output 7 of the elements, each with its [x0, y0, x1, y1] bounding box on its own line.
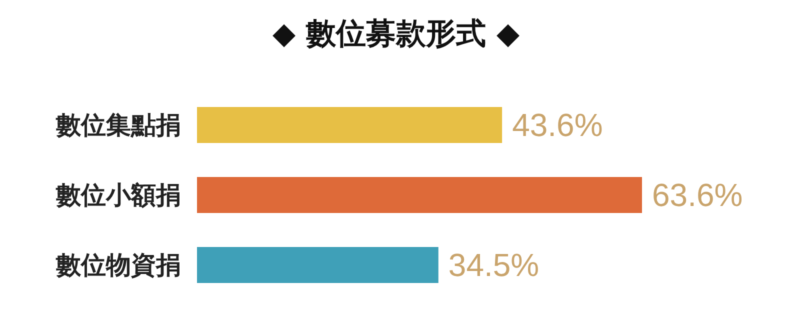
data-label: 34.5%: [448, 247, 540, 283]
data-label: 43.6%: [512, 107, 603, 143]
y-tick-label: 數位物資捐: [55, 250, 181, 280]
chart-title: ◆ 數位募款形式 ◆: [272, 16, 520, 52]
y-tick-label: 數位小額捐: [55, 180, 181, 210]
y-tick-label: 數位集點捐: [55, 110, 181, 140]
data-label: 63.6%: [652, 177, 743, 213]
